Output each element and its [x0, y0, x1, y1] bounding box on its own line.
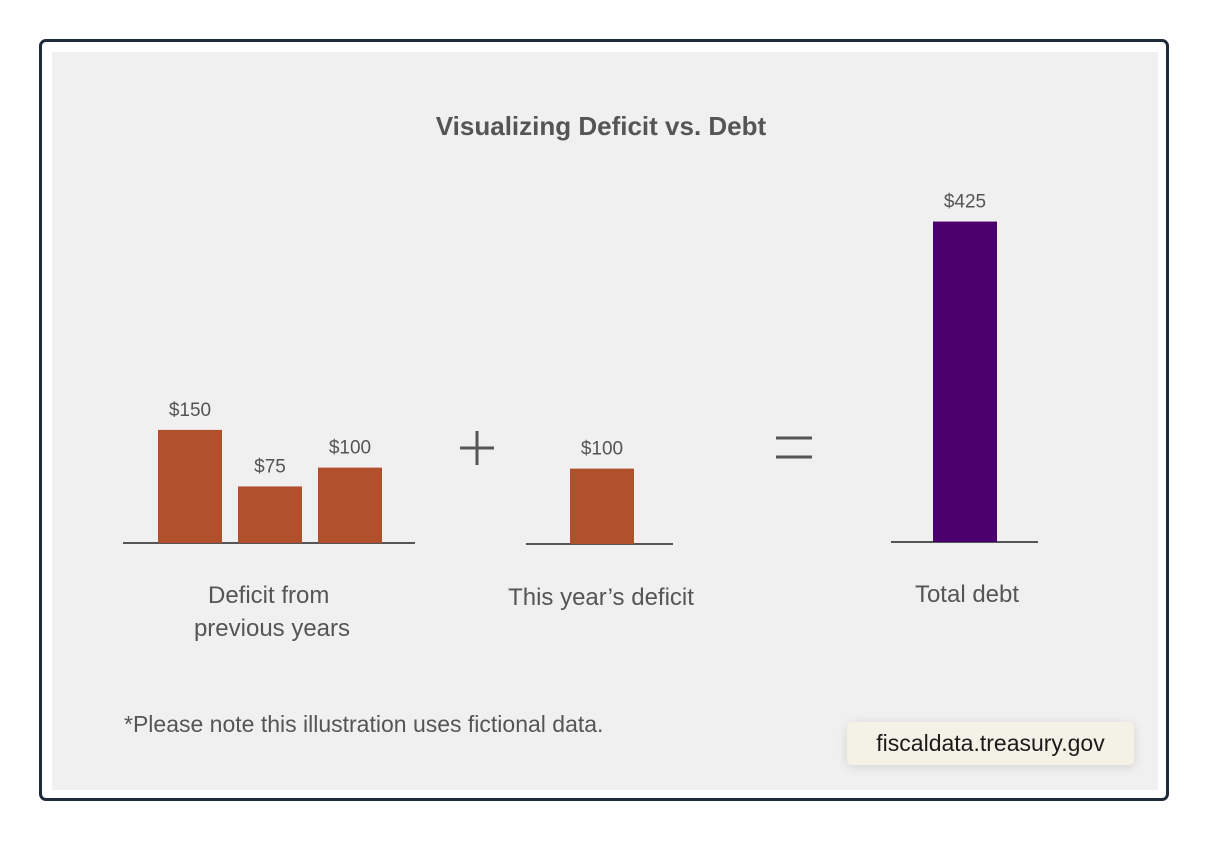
- group-label-line: previous years: [194, 615, 350, 642]
- source-badge: fiscaldata.treasury.gov: [847, 722, 1134, 765]
- bars-layer: $150 $75 $100 $100 $425: [158, 192, 997, 544]
- group-label-line: Deficit from: [208, 582, 329, 609]
- chart-title: Visualizing Deficit vs. Debt: [436, 111, 767, 141]
- data-label-previous-years-3: $100: [329, 438, 371, 459]
- data-label-previous-years-2: $75: [254, 456, 286, 477]
- data-label-total-debt-1: $425: [944, 192, 986, 213]
- bar-previous-years-2: [238, 486, 302, 543]
- bar-this-year-1: [570, 468, 634, 544]
- data-label-previous-years-1: $150: [169, 400, 211, 421]
- data-label-this-year-1: $100: [581, 439, 623, 460]
- bar-previous-years-1: [158, 429, 222, 543]
- group-label-this-year: This year’s deficit: [508, 584, 694, 611]
- plus-operator: [460, 431, 494, 465]
- group-label-previous-years: Deficit from previous years: [194, 582, 350, 642]
- equals-operator: [776, 436, 812, 459]
- bar-total-debt-1: [933, 221, 997, 543]
- bar-previous-years-3: [318, 467, 382, 543]
- footnote: *Please note this illustration uses fict…: [124, 711, 603, 737]
- group-label-total-debt: Total debt: [915, 581, 1019, 608]
